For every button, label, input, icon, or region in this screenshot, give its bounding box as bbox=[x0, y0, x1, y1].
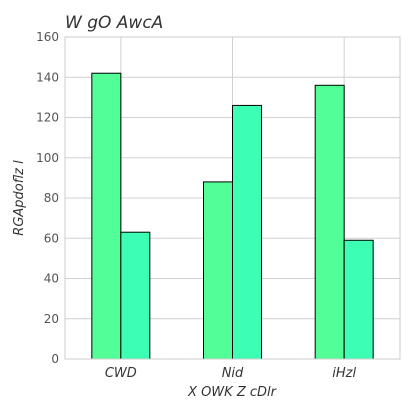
y-tick-label: 60 bbox=[44, 231, 59, 245]
x-axis-label: X OWK Z cDlr bbox=[187, 385, 278, 400]
y-tick-label: 20 bbox=[44, 312, 59, 326]
bars bbox=[91, 72, 374, 360]
chart-title: W gO AwcA bbox=[65, 13, 163, 33]
bar-nid-series-2 bbox=[232, 104, 262, 360]
y-axis-label: RGApdoflz l bbox=[12, 160, 27, 236]
x-tick-labels: CWD Nid iHzl bbox=[105, 366, 357, 381]
bar-cwd-series-2 bbox=[120, 231, 151, 360]
plot-frame bbox=[64, 36, 401, 360]
y-tick-label: 0 bbox=[51, 352, 59, 366]
bar-ihzl-series-2 bbox=[343, 239, 374, 360]
bar-nid-series-1 bbox=[203, 181, 233, 360]
y-tick-label: 140 bbox=[36, 70, 59, 84]
bar-cwd-series-1 bbox=[91, 72, 122, 360]
y-tick-label: 80 bbox=[44, 191, 59, 205]
x-tick-label: iHzl bbox=[332, 366, 356, 381]
y-tick-label: 40 bbox=[44, 272, 59, 286]
y-tick-labels: 0 20 40 60 80 100 120 140 160 bbox=[36, 30, 59, 366]
y-tick-label: 120 bbox=[36, 111, 59, 125]
x-tick-label: CWD bbox=[105, 366, 137, 381]
y-tick-label: 100 bbox=[36, 151, 59, 165]
bar-ihzl-series-1 bbox=[314, 84, 345, 360]
y-tick-label: 160 bbox=[36, 30, 59, 44]
x-tick-label: Nid bbox=[222, 366, 244, 381]
